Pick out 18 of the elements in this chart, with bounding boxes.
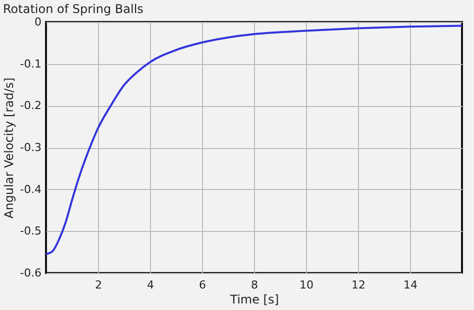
chart-title: Rotation of Spring Balls [3, 2, 144, 16]
line-series [45, 24, 463, 256]
y-tick-label: 0 [34, 16, 42, 28]
y-tick-label: -0.4 [20, 182, 42, 196]
x-tick-label: 8 [251, 278, 258, 292]
x-tick-label: 2 [95, 278, 102, 292]
x-tick-label: 12 [352, 278, 366, 292]
y-tick-label: -0.5 [20, 224, 42, 238]
x-tick-label: 6 [199, 278, 206, 292]
x-tick-label: 14 [404, 278, 418, 292]
y-tick-label: -0.1 [20, 57, 42, 70]
x-axis-title: Time [s] [229, 292, 279, 306]
x-tick-label: 10 [300, 278, 314, 292]
x-tick-label: 4 [147, 278, 154, 292]
y-tick-label: -0.3 [20, 141, 42, 154]
y-tick-label: -0.2 [20, 99, 42, 112]
y-tick-label: -0.6 [20, 266, 42, 280]
y-axis-title: Angular Velocity [rad/s] [2, 78, 16, 218]
